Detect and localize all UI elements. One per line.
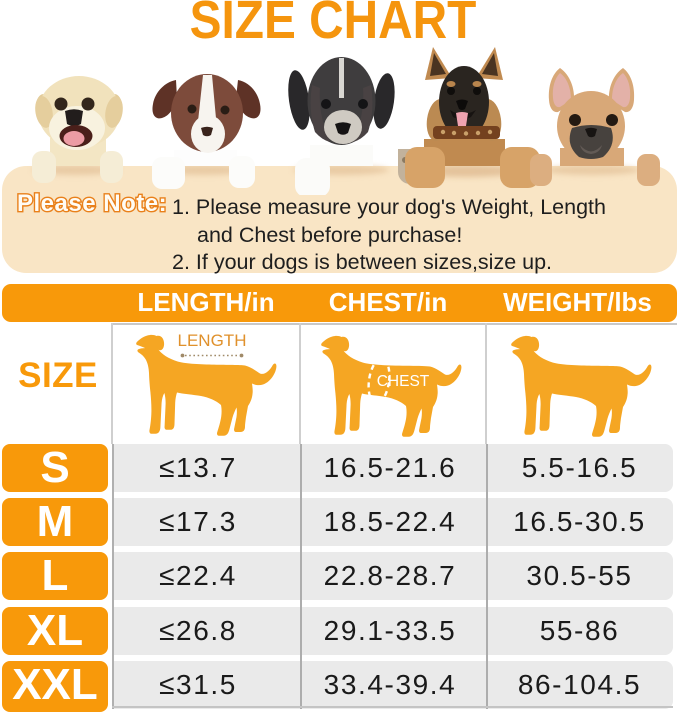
svg-text:LENGTH: LENGTH — [178, 331, 247, 350]
svg-text:CHEST: CHEST — [377, 373, 430, 390]
